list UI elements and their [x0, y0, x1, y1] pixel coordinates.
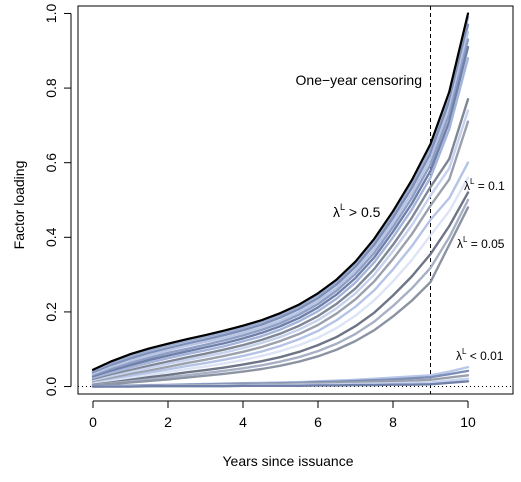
series-line-2 — [91, 15, 470, 373]
annotation-group-high: λL > 0.5 — [333, 202, 381, 220]
series-line-10 — [91, 120, 470, 384]
x-axis: 0 2 4 6 8 10 — [89, 400, 476, 430]
x-tick-label-2: 2 — [164, 414, 172, 430]
annotation-group-low: λL = 0.05 — [457, 235, 505, 251]
series-line-14 — [91, 198, 470, 387]
annotation-group-tiny: λL < 0.01 — [456, 347, 504, 363]
annotation-group-tiny-symbol: λ — [456, 349, 462, 363]
y-axis: 0.0 0.2 0.4 0.6 0.8 1.0 — [43, 4, 72, 397]
annotation-group-high-sup: L — [340, 202, 345, 212]
annotation-group-tiny-sup: L — [462, 347, 467, 356]
series-line-4 — [91, 30, 470, 376]
annotation-group-low-symbol: λ — [457, 237, 463, 251]
y-tick-label-0.6: 0.6 — [43, 153, 59, 173]
series-line-1 — [91, 12, 470, 371]
series-line-6 — [91, 45, 470, 379]
y-tick-label-1.0: 1.0 — [43, 4, 59, 24]
annotation-group-mid: λL = 0.1 — [464, 177, 505, 193]
series-line-3 — [91, 23, 470, 375]
x-axis-label: Years since issuance — [222, 453, 353, 469]
series-line-8 — [91, 98, 470, 382]
x-tick-label-8: 8 — [389, 414, 397, 430]
series-line-12 — [91, 176, 470, 386]
x-tick-label-4: 4 — [239, 414, 247, 430]
annotation-group-mid-symbol: λ — [464, 179, 470, 193]
y-axis-label: Factor loading — [11, 161, 27, 250]
annotation-group-high-symbol: λ — [333, 204, 340, 220]
x-tick-label-10: 10 — [460, 414, 476, 430]
annotation-group-tiny-text: < 0.01 — [466, 349, 503, 363]
x-tick-label-0: 0 — [89, 414, 97, 430]
x-tick-label-6: 6 — [314, 414, 322, 430]
series-line-20 — [91, 380, 470, 388]
series-layer — [91, 12, 470, 388]
y-tick-label-0.0: 0.0 — [43, 377, 59, 397]
annotation-group-mid-sup: L — [470, 177, 475, 186]
y-tick-label-0.2: 0.2 — [43, 302, 59, 322]
y-tick-label-0.8: 0.8 — [43, 78, 59, 98]
series-line-15 — [91, 206, 470, 387]
series-line-13 — [91, 191, 470, 386]
annotation-censoring: One−year censoring — [296, 72, 422, 88]
annotation-group-high-text: > 0.5 — [345, 204, 381, 220]
series-line-5 — [91, 38, 470, 378]
series-line-11 — [91, 161, 470, 385]
y-tick-label-0.4: 0.4 — [43, 227, 59, 247]
annotation-group-low-text: = 0.05 — [467, 237, 504, 251]
plot-frame — [77, 5, 514, 395]
annotation-group-low-sup: L — [463, 235, 468, 244]
series-line-9 — [91, 109, 470, 383]
series-line-7 — [91, 57, 470, 380]
annotation-group-mid-text: = 0.1 — [474, 179, 505, 193]
